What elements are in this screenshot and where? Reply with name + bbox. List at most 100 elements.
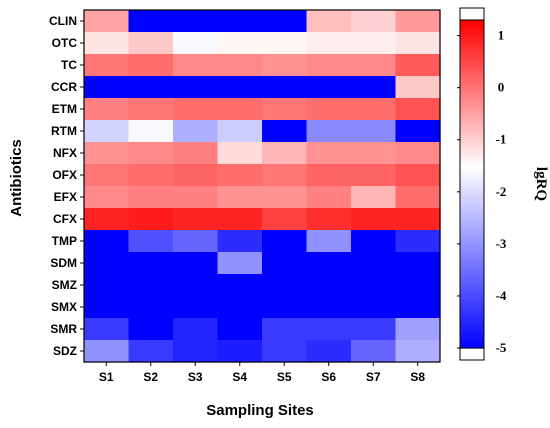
heatmap-cell bbox=[262, 98, 308, 121]
heatmap-cell bbox=[84, 164, 130, 187]
colorbar-swatch bbox=[460, 175, 484, 180]
colorbar-swatch bbox=[460, 200, 484, 204]
y-tick-label: RTM bbox=[51, 124, 77, 138]
heatmap-cell bbox=[262, 230, 308, 253]
heatmap-cell bbox=[306, 98, 352, 121]
colorbar-swatch bbox=[460, 241, 484, 245]
y-tick-label: NFX bbox=[53, 146, 77, 160]
colorbar-swatch bbox=[460, 301, 484, 305]
colorbar-swatch bbox=[460, 22, 484, 27]
colorbar-swatch bbox=[460, 244, 484, 248]
heatmap-cell bbox=[262, 340, 308, 363]
heatmap-cell bbox=[128, 10, 174, 33]
heatmap-cell bbox=[306, 120, 352, 143]
colorbar-swatch bbox=[460, 28, 484, 32]
heatmap-cell bbox=[395, 10, 441, 33]
heatmap-cell bbox=[306, 186, 352, 209]
y-tick-label: OFX bbox=[52, 168, 77, 182]
colorbar-swatch bbox=[460, 184, 484, 188]
colorbar-swatch bbox=[460, 246, 484, 251]
colorbar-tick-label: -4 bbox=[496, 288, 507, 303]
plot-frame bbox=[83, 9, 441, 363]
heatmap-cell bbox=[217, 32, 263, 55]
heatmap-cell bbox=[128, 186, 174, 209]
heatmap-cell bbox=[173, 252, 219, 275]
colorbar-swatch bbox=[460, 82, 484, 87]
colorbar-swatch bbox=[460, 140, 484, 144]
colorbar-swatch bbox=[460, 334, 484, 338]
heatmap-cell bbox=[128, 98, 174, 121]
heatmap-cell bbox=[306, 318, 352, 341]
heatmap-cell bbox=[351, 76, 397, 99]
colorbar-swatch bbox=[460, 173, 484, 177]
colorbar-swatch bbox=[460, 153, 484, 158]
colorbar-swatch bbox=[460, 164, 484, 169]
colorbar-swatch bbox=[460, 285, 484, 289]
colorbar-swatch bbox=[460, 205, 484, 210]
heatmap-cell bbox=[173, 76, 219, 99]
heatmap-cell bbox=[351, 120, 397, 143]
heatmap-cell bbox=[173, 120, 219, 143]
y-tick-label: TMP bbox=[52, 234, 77, 248]
colorbar-swatch bbox=[460, 61, 484, 65]
y-tick-label: SMZ bbox=[52, 278, 77, 292]
heatmap-cell bbox=[128, 120, 174, 143]
heatmap-cell bbox=[262, 252, 308, 275]
colorbar-swatch bbox=[460, 222, 484, 226]
colorbar-swatch bbox=[460, 304, 484, 308]
heatmap-cell bbox=[128, 230, 174, 253]
heatmap-cell bbox=[351, 142, 397, 165]
colorbar-swatch bbox=[460, 151, 484, 155]
colorbar-swatch bbox=[460, 85, 484, 89]
y-tick-label: SDM bbox=[50, 256, 77, 270]
heatmap-cell bbox=[217, 252, 263, 275]
heatmap-cell bbox=[351, 340, 397, 363]
colorbar-tick-label: -1 bbox=[496, 132, 507, 147]
colorbar-swatch bbox=[460, 331, 484, 335]
heatmap-cell bbox=[217, 10, 263, 33]
heatmap-cell bbox=[395, 120, 441, 143]
colorbar-swatch bbox=[460, 99, 484, 103]
colorbar-swatch bbox=[460, 104, 484, 109]
heatmap-cell bbox=[351, 318, 397, 341]
colorbar-swatch bbox=[460, 296, 484, 300]
colorbar-swatch bbox=[460, 255, 484, 259]
colorbar-swatch bbox=[460, 323, 484, 327]
colorbar-swatch bbox=[460, 156, 484, 160]
heatmap-cell bbox=[84, 318, 130, 341]
colorbar-swatch bbox=[460, 145, 484, 150]
colorbar-tick-label: 1 bbox=[498, 28, 505, 43]
heatmap-cell bbox=[173, 186, 219, 209]
colorbar-swatch bbox=[460, 290, 484, 294]
heatmap-cell bbox=[217, 274, 263, 297]
heatmap-cell bbox=[351, 10, 397, 33]
colorbar-swatch bbox=[460, 282, 484, 286]
heatmap-cell bbox=[306, 76, 352, 99]
heatmap-cell bbox=[173, 208, 219, 231]
colorbar-frame bbox=[459, 7, 485, 361]
heatmap-cell bbox=[217, 54, 263, 77]
heatmap-cell bbox=[306, 142, 352, 165]
heatmap-cell bbox=[128, 252, 174, 275]
colorbar-swatch bbox=[460, 88, 484, 92]
colorbar-swatch bbox=[460, 39, 484, 43]
colorbar-swatch bbox=[460, 257, 484, 262]
colorbar-swatch bbox=[460, 25, 484, 29]
heatmap-cell bbox=[173, 340, 219, 363]
heatmap-cell bbox=[351, 32, 397, 55]
heatmap-cell bbox=[217, 76, 263, 99]
heatmap-cell bbox=[351, 208, 397, 231]
heatmap-cell bbox=[351, 98, 397, 121]
heatmap-cell bbox=[306, 164, 352, 187]
colorbar-swatch bbox=[460, 69, 484, 73]
heatmap-cell bbox=[351, 230, 397, 253]
colorbar-swatch bbox=[460, 337, 484, 341]
colorbar-swatch bbox=[460, 33, 484, 37]
heatmap-cell bbox=[217, 164, 263, 187]
heatmap-cell bbox=[217, 318, 263, 341]
colorbar-swatch bbox=[460, 268, 484, 273]
colorbar-swatch bbox=[460, 66, 484, 70]
heatmap-cell bbox=[306, 274, 352, 297]
heatmap-cell bbox=[351, 296, 397, 319]
colorbar-swatch bbox=[460, 107, 484, 111]
